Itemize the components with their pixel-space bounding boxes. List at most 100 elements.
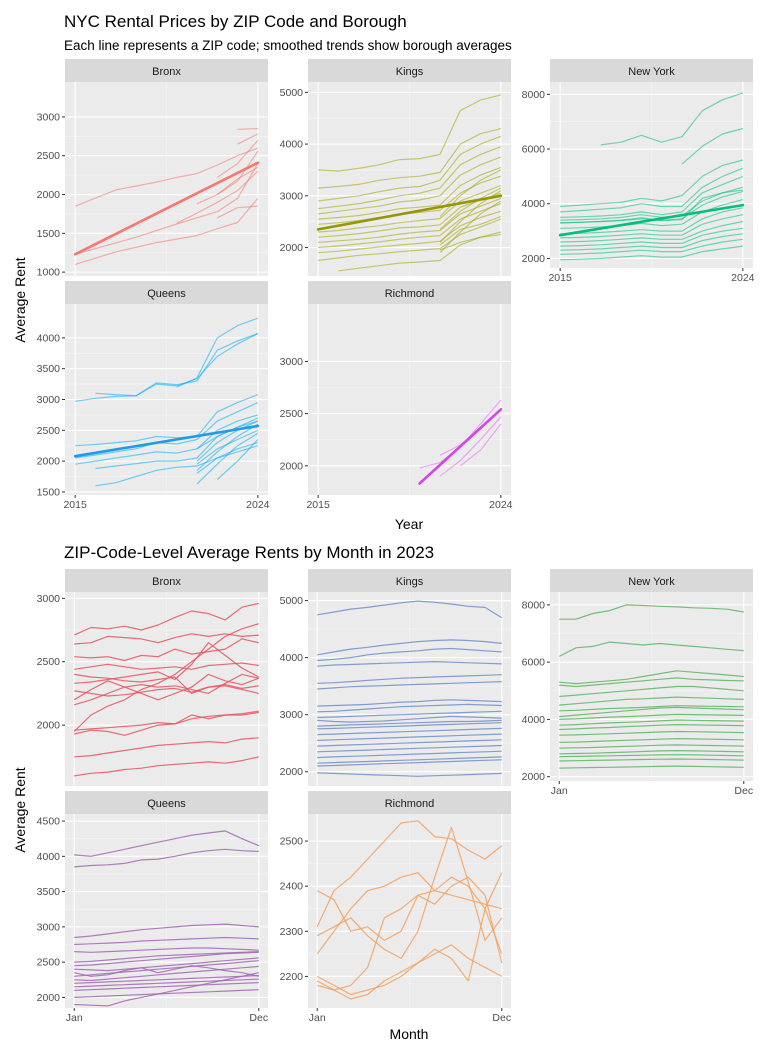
c2-new-york-zip-line bbox=[559, 749, 744, 755]
c2-bronx-zip-line bbox=[73, 602, 259, 636]
c2-bronx-panel: Bronx 2000 2500 3000 bbox=[37, 569, 268, 786]
c2-queens-zip-line bbox=[74, 848, 259, 868]
c2-new-york-strip bbox=[550, 569, 753, 592]
c2-queens-strip-label: Queens bbox=[147, 798, 186, 810]
c2-kings-ytick-label: 4000 bbox=[280, 652, 304, 664]
c1-queens-strip bbox=[65, 281, 268, 304]
c1-queens-zip-line bbox=[196, 420, 259, 462]
c1-queens-zip-line bbox=[75, 414, 259, 465]
c1-kings-zip-line bbox=[439, 234, 501, 251]
c2-queens-zip-line bbox=[74, 957, 259, 972]
c1-bronx-zip-line bbox=[217, 205, 258, 219]
c2-queens-zip-line bbox=[74, 965, 259, 982]
c1-queens-zip-line bbox=[95, 333, 259, 397]
c1-kings-zip-line bbox=[318, 203, 502, 249]
c2-new-york-zip-line bbox=[559, 705, 744, 712]
c2-new-york-ytick-label: 4000 bbox=[522, 714, 546, 726]
c1-richmond-xtick-label: 2015 bbox=[306, 499, 330, 511]
c1-bronx-zip-line bbox=[237, 128, 258, 130]
c1-richmond-xtick-label: 2024 bbox=[489, 499, 513, 511]
c2-kings-zip-line bbox=[317, 681, 502, 690]
c2-queens-zip-line bbox=[74, 830, 260, 857]
c1-queens-ytick-label: 2000 bbox=[37, 456, 61, 468]
c1-queens-trend-line bbox=[73, 424, 260, 458]
c2-queens-zip-line bbox=[74, 972, 259, 1007]
chart-title-bottom: ZIP-Code-Level Average Rents by Month in… bbox=[64, 543, 434, 562]
c1-new-york-zip-line bbox=[681, 127, 744, 165]
c2-bronx-ytick-label: 2000 bbox=[37, 720, 61, 732]
c1-kings-zip-line bbox=[318, 128, 502, 189]
c2-bronx-zip-line bbox=[74, 685, 259, 697]
c1-new-york-zip-line bbox=[560, 245, 743, 261]
c2-bronx-zip-line bbox=[74, 756, 259, 777]
c2-queens-zip-line bbox=[74, 974, 259, 984]
c2-richmond-zip-line bbox=[316, 820, 503, 928]
c1-new-york-zip-line bbox=[560, 159, 744, 208]
c2-kings-panel: Kings 2000 3000 4000 5000 bbox=[280, 569, 511, 786]
chart-subtitle-top: Each line represents a ZIP code; smoothe… bbox=[64, 38, 512, 53]
c2-queens-ytick-label: 2500 bbox=[37, 957, 61, 969]
c2-kings-zip-line bbox=[317, 600, 503, 619]
c1-new-york-zip-line bbox=[560, 214, 744, 239]
c1-richmond-zip-line bbox=[459, 423, 502, 467]
c1-bronx-ytick-label: 1500 bbox=[37, 228, 61, 240]
c2-richmond-panel: Richmond 2200 2300 2400 2500 Jan Dec bbox=[280, 791, 511, 1024]
c1-kings-series-group bbox=[316, 94, 503, 272]
x-axis-label-top: Year bbox=[395, 516, 424, 532]
c2-bronx-zip-line bbox=[74, 633, 259, 645]
c2-new-york-zip-line bbox=[559, 737, 744, 743]
c1-kings-trend-line bbox=[316, 194, 503, 231]
c2-queens-zip-line bbox=[74, 947, 259, 953]
c1-kings-zip-line bbox=[318, 135, 502, 202]
c2-queens-ytick-label: 4000 bbox=[37, 851, 61, 863]
c1-new-york-zip-line bbox=[560, 233, 743, 251]
c1-queens-zip-line bbox=[75, 394, 259, 447]
c2-bronx-zip-line bbox=[74, 662, 259, 670]
c1-queens-zip-line bbox=[196, 442, 259, 474]
c1-new-york-zip-line bbox=[560, 186, 744, 221]
c1-kings-ytick-label: 5000 bbox=[280, 87, 304, 99]
c1-bronx-zip-line bbox=[237, 133, 259, 145]
c1-queens-ytick-label: 1500 bbox=[37, 486, 61, 498]
y-axis-label-bottom: Average Rent bbox=[12, 767, 28, 852]
c1-kings-ytick-label: 4000 bbox=[280, 139, 304, 151]
c1-new-york-strip bbox=[550, 59, 753, 82]
c1-kings-zip-line bbox=[318, 156, 502, 215]
c1-queens-panel: Queens 1500 2000 2500 3000 3500 4000 2015 2024 bbox=[37, 281, 270, 511]
c2-richmond-ytick-label: 2300 bbox=[280, 926, 304, 938]
c1-kings-zip-line bbox=[318, 197, 502, 243]
c2-bronx-strip bbox=[65, 569, 268, 592]
c1-queens-zip-line bbox=[95, 445, 259, 487]
c2-kings-zip-line bbox=[317, 756, 502, 764]
c2-queens-ytick-label: 4500 bbox=[37, 816, 61, 828]
c2-new-york-ytick-label: 8000 bbox=[522, 599, 546, 611]
c1-new-york-xtick-label: 2015 bbox=[548, 272, 572, 284]
c1-bronx-zip-line bbox=[74, 147, 259, 207]
c2-kings-zip-line bbox=[317, 750, 502, 759]
c2-new-york-zip-line bbox=[559, 706, 744, 718]
c1-richmond-ytick-label: 3000 bbox=[280, 356, 304, 368]
c2-queens-panel: Queens 2000 2500 3000 3500 4000 4500 Jan Dec bbox=[37, 791, 268, 1024]
c1-queens-zip-line bbox=[196, 429, 259, 465]
c2-new-york-zip-line bbox=[559, 713, 744, 720]
c1-kings-zip-line bbox=[318, 192, 502, 238]
c2-new-york-panel: New York 2000 4000 6000 8000 Jan Dec bbox=[522, 569, 753, 797]
c2-richmond-xtick-label: Dec bbox=[492, 1012, 511, 1024]
c2-queens-zip-line bbox=[74, 978, 259, 988]
c1-new-york-zip-line bbox=[560, 175, 744, 218]
chart-title-top: NYC Rental Prices by ZIP Code and Boroug… bbox=[64, 12, 407, 31]
c2-richmond-xtick-label: Jan bbox=[309, 1012, 326, 1024]
c2-queens-ytick-label: 3000 bbox=[37, 921, 61, 933]
c2-kings-zip-line bbox=[317, 719, 502, 727]
c1-kings-ytick-label: 2000 bbox=[280, 242, 304, 254]
c2-richmond-strip bbox=[308, 791, 511, 814]
c1-queens-zip-line bbox=[216, 439, 259, 481]
c1-kings-strip bbox=[308, 59, 511, 82]
c1-bronx-zip-line bbox=[75, 198, 259, 265]
c1-bronx-strip bbox=[65, 59, 268, 82]
c1-kings-zip-line bbox=[318, 210, 502, 254]
c2-new-york-series-group bbox=[558, 604, 744, 769]
c1-queens-strip-label: Queens bbox=[147, 288, 186, 300]
c2-bronx-zip-line bbox=[74, 673, 259, 695]
c1-queens-xtick-label: 2015 bbox=[63, 499, 87, 511]
